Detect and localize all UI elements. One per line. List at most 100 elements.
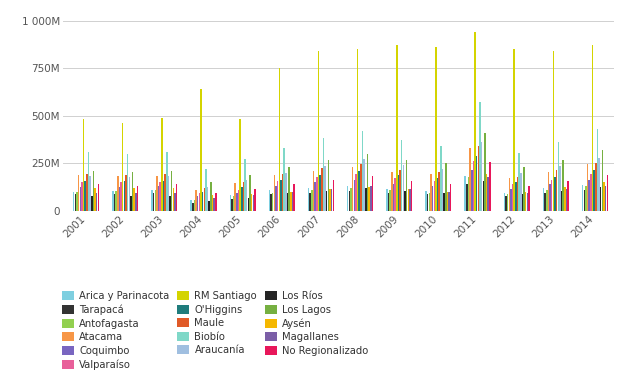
Bar: [587, 164, 588, 211]
Bar: [85, 180, 86, 211]
Bar: [514, 49, 515, 211]
Bar: [278, 68, 280, 211]
Bar: [215, 194, 216, 211]
Bar: [595, 163, 596, 211]
Bar: [132, 172, 134, 211]
Bar: [156, 176, 157, 211]
Bar: [544, 193, 546, 211]
Bar: [130, 196, 132, 211]
Bar: [171, 171, 172, 211]
Bar: [543, 188, 544, 211]
Bar: [557, 142, 559, 211]
Bar: [602, 150, 603, 211]
Bar: [403, 165, 404, 211]
Bar: [446, 192, 448, 211]
Bar: [393, 184, 394, 211]
Bar: [212, 196, 213, 211]
Bar: [468, 177, 469, 211]
Bar: [589, 180, 590, 211]
Bar: [525, 192, 527, 211]
Bar: [81, 182, 83, 211]
Bar: [113, 194, 115, 211]
Bar: [270, 194, 272, 211]
Bar: [445, 164, 446, 211]
Bar: [251, 194, 253, 211]
Bar: [549, 184, 551, 211]
Bar: [167, 176, 169, 211]
Bar: [559, 166, 561, 211]
Bar: [515, 182, 517, 211]
Bar: [229, 196, 231, 211]
Bar: [438, 172, 440, 211]
Bar: [194, 200, 195, 211]
Bar: [240, 120, 241, 211]
Bar: [476, 156, 477, 211]
Bar: [478, 146, 479, 211]
Bar: [567, 180, 569, 211]
Bar: [204, 188, 205, 211]
Bar: [332, 180, 334, 211]
Bar: [450, 183, 451, 211]
Bar: [430, 174, 432, 211]
Bar: [273, 176, 275, 211]
Bar: [192, 203, 194, 211]
Bar: [503, 193, 505, 211]
Bar: [158, 186, 159, 211]
Bar: [76, 192, 78, 211]
Bar: [80, 187, 81, 211]
Bar: [356, 174, 357, 211]
Bar: [153, 194, 154, 211]
Bar: [314, 182, 316, 211]
Bar: [243, 182, 244, 211]
Bar: [326, 191, 327, 211]
Bar: [275, 186, 277, 211]
Bar: [117, 176, 119, 211]
Bar: [365, 188, 367, 211]
Bar: [605, 185, 606, 211]
Bar: [483, 180, 484, 211]
Bar: [551, 180, 552, 211]
Bar: [127, 154, 129, 211]
Bar: [311, 190, 313, 211]
Bar: [561, 191, 562, 211]
Bar: [484, 133, 486, 211]
Bar: [290, 192, 292, 211]
Bar: [512, 184, 514, 211]
Bar: [272, 193, 273, 211]
Bar: [606, 175, 608, 211]
Bar: [154, 190, 156, 211]
Bar: [367, 154, 368, 211]
Bar: [404, 191, 406, 211]
Bar: [408, 189, 409, 211]
Bar: [427, 194, 428, 211]
Bar: [401, 140, 403, 211]
Bar: [207, 187, 208, 211]
Bar: [474, 32, 476, 211]
Bar: [321, 168, 322, 211]
Bar: [238, 190, 240, 211]
Bar: [552, 51, 554, 211]
Bar: [245, 159, 246, 211]
Bar: [470, 148, 471, 211]
Bar: [546, 190, 547, 211]
Bar: [442, 169, 443, 211]
Bar: [327, 160, 329, 211]
Bar: [197, 196, 199, 211]
Bar: [310, 193, 311, 211]
Bar: [529, 186, 530, 211]
Bar: [554, 177, 556, 211]
Bar: [88, 152, 89, 211]
Bar: [241, 187, 243, 211]
Bar: [283, 148, 285, 211]
Bar: [359, 171, 360, 211]
Bar: [234, 183, 236, 211]
Bar: [233, 196, 234, 211]
Bar: [471, 170, 473, 211]
Bar: [398, 176, 399, 211]
Bar: [125, 176, 127, 211]
Bar: [347, 186, 349, 211]
Bar: [362, 131, 363, 211]
Bar: [508, 178, 510, 211]
Bar: [486, 174, 487, 211]
Bar: [584, 190, 585, 211]
